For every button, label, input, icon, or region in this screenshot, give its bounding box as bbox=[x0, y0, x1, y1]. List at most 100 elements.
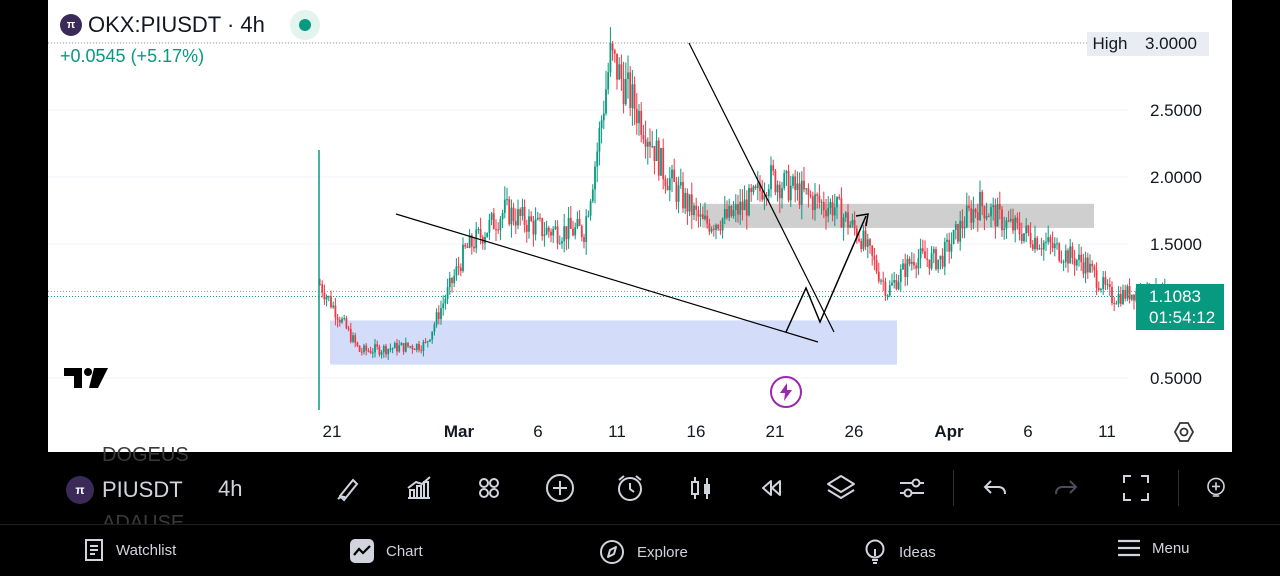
chart-panel[interactable]: 2.5000 2.0000 1.5000 0.5000 21 Mar 6 11 16 21 26 Ap… bbox=[48, 0, 1232, 452]
candle-body bbox=[809, 194, 812, 197]
candle-body bbox=[1053, 243, 1056, 249]
candle-body bbox=[369, 350, 372, 354]
layout-grid-icon[interactable] bbox=[471, 470, 507, 506]
candle-body bbox=[906, 258, 909, 277]
candle-body bbox=[666, 186, 669, 191]
fullscreen-icon[interactable] bbox=[1118, 470, 1154, 506]
candle-body bbox=[987, 216, 990, 218]
lightning-icon[interactable] bbox=[770, 376, 802, 408]
nav-watchlist[interactable]: Watchlist bbox=[84, 539, 176, 561]
candle-body bbox=[715, 224, 717, 231]
candle-body bbox=[671, 169, 673, 179]
settings-icon[interactable] bbox=[1172, 420, 1196, 449]
watchlist-icon bbox=[85, 539, 103, 561]
candle-body bbox=[1049, 237, 1052, 243]
market-status-icon[interactable] bbox=[290, 10, 320, 40]
candle-body bbox=[1093, 266, 1096, 271]
candle-body bbox=[763, 195, 766, 200]
candle-body bbox=[352, 335, 354, 342]
candle-body bbox=[690, 194, 693, 216]
candle-body bbox=[794, 176, 797, 191]
candle-body bbox=[814, 194, 816, 210]
candle-body bbox=[506, 199, 508, 201]
candle-body bbox=[466, 246, 469, 248]
candle-body bbox=[734, 204, 737, 211]
symbol-selector[interactable]: π PIUSDT bbox=[66, 476, 183, 504]
bar-countdown: 01:54:12 bbox=[1149, 308, 1216, 327]
candle-body bbox=[444, 299, 447, 304]
candle-body bbox=[932, 249, 935, 254]
candle-body bbox=[448, 277, 451, 288]
chart-settings-icon[interactable] bbox=[894, 470, 930, 506]
candle-body bbox=[838, 196, 841, 199]
candle-body bbox=[495, 229, 497, 231]
candle-body bbox=[426, 341, 429, 343]
candle-body bbox=[578, 219, 581, 226]
nav-menu[interactable]: Menu bbox=[1118, 539, 1190, 557]
nav-chart[interactable]: Chart bbox=[350, 539, 423, 563]
candle-body bbox=[783, 173, 786, 189]
candle-body bbox=[730, 205, 733, 216]
symbol-header[interactable]: π OKX:PIUSDT · 4h bbox=[60, 12, 265, 38]
candle-body bbox=[844, 212, 847, 218]
candle-body bbox=[602, 113, 605, 121]
candle-body bbox=[543, 234, 546, 237]
candle-body bbox=[1014, 217, 1017, 231]
price-chart[interactable]: 2.5000 2.0000 1.5000 0.5000 21 Mar 6 11 16 21 26 Ap… bbox=[48, 0, 1232, 452]
candle-body bbox=[418, 343, 420, 350]
nav-ideas[interactable]: Ideas bbox=[863, 539, 936, 565]
candle-body bbox=[437, 312, 440, 320]
candle-body bbox=[330, 296, 332, 308]
replay-icon[interactable] bbox=[753, 470, 789, 506]
candles-icon[interactable] bbox=[683, 470, 719, 506]
candle-body bbox=[774, 170, 777, 193]
candle-body bbox=[1100, 289, 1102, 291]
candle-body bbox=[1126, 286, 1129, 299]
candle-body bbox=[851, 220, 854, 225]
candle-body bbox=[1086, 257, 1089, 273]
candle-body bbox=[514, 221, 517, 226]
candle-body bbox=[761, 191, 764, 200]
candle-body bbox=[385, 346, 387, 355]
watchlist-ghost-above: DOGEUS bbox=[102, 444, 189, 466]
candle-body bbox=[644, 139, 647, 147]
candle-body bbox=[565, 226, 568, 240]
candle-body bbox=[488, 219, 491, 233]
candle-body bbox=[833, 207, 836, 216]
timeframe-selector[interactable]: 4h bbox=[218, 476, 243, 501]
candle-body bbox=[765, 195, 768, 197]
candle-body bbox=[517, 209, 519, 226]
more-tools-icon[interactable] bbox=[1204, 470, 1228, 506]
indicators-icon[interactable] bbox=[400, 470, 436, 506]
candle-body bbox=[341, 318, 343, 323]
candle-body bbox=[789, 185, 792, 201]
candle-body bbox=[996, 204, 999, 227]
candle-body bbox=[752, 186, 755, 193]
candle-body bbox=[673, 169, 676, 182]
candle-body bbox=[1005, 220, 1008, 229]
candle-body bbox=[583, 237, 585, 243]
candle-body bbox=[422, 341, 425, 351]
candle-body bbox=[1036, 237, 1039, 250]
candle-body bbox=[569, 217, 572, 229]
candle-body bbox=[347, 328, 350, 330]
candle-body bbox=[1029, 232, 1032, 245]
candle-body bbox=[871, 245, 874, 256]
candle-body bbox=[1009, 218, 1012, 221]
add-icon[interactable] bbox=[542, 470, 578, 506]
candle-body bbox=[895, 280, 898, 290]
candle-body bbox=[371, 352, 374, 354]
draw-tool-icon[interactable] bbox=[330, 470, 366, 506]
candle-body bbox=[327, 296, 330, 298]
candle-body bbox=[633, 84, 636, 110]
candle-body bbox=[785, 171, 788, 174]
nav-explore[interactable]: Explore bbox=[599, 539, 688, 565]
candle-body bbox=[479, 229, 482, 238]
candle-body bbox=[919, 248, 922, 259]
tradingview-logo[interactable] bbox=[64, 366, 110, 395]
undo-icon[interactable] bbox=[977, 470, 1013, 506]
alert-clock-icon[interactable] bbox=[612, 470, 648, 506]
layers-icon[interactable] bbox=[823, 470, 859, 506]
candle-body bbox=[442, 303, 445, 309]
candle-body bbox=[886, 295, 889, 297]
